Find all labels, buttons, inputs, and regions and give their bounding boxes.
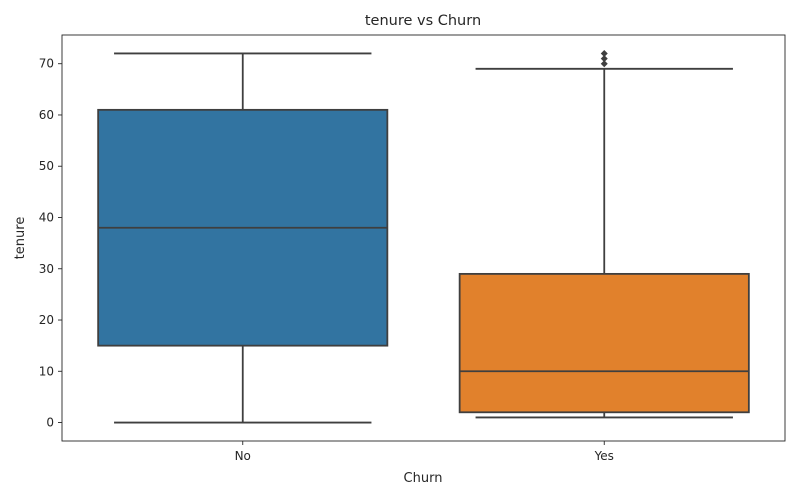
y-tick-label: 60 <box>39 108 54 122</box>
outlier-point <box>600 55 608 63</box>
y-tick-label: 40 <box>39 210 54 224</box>
plot-frame <box>61 34 786 442</box>
outlier-point <box>600 49 608 57</box>
x-axis-ticks: No Yes <box>235 441 614 463</box>
y-axis-ticks: 0 10 20 30 40 50 60 70 <box>39 57 62 430</box>
box-group-no <box>97 52 389 424</box>
y-tick-label: 30 <box>39 262 54 276</box>
x-tick-label: No <box>235 449 251 463</box>
x-axis-label: Churn <box>404 471 443 486</box>
outlier-point <box>600 60 608 68</box>
box-series <box>97 49 750 424</box>
y-tick-label: 70 <box>39 57 54 71</box>
y-tick-label: 10 <box>39 364 54 378</box>
y-tick-label: 50 <box>39 159 54 173</box>
chart-title: tenure vs Churn <box>365 13 481 29</box>
y-axis-label: tenure <box>13 217 28 260</box>
y-tick-label: 0 <box>46 416 54 430</box>
y-tick-label: 20 <box>39 313 54 327</box>
box-iqr <box>458 272 750 414</box>
box-group-yes <box>458 49 750 419</box>
x-tick-label: Yes <box>594 449 614 463</box>
